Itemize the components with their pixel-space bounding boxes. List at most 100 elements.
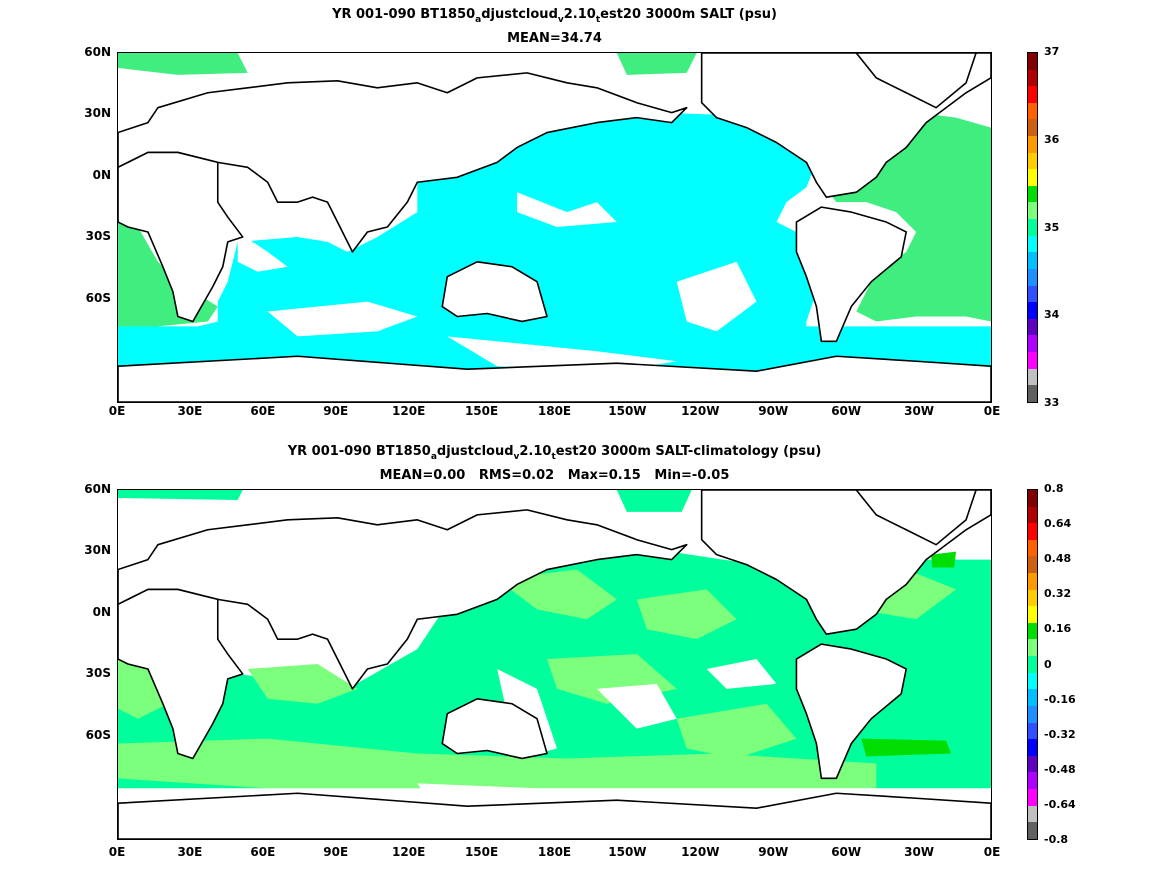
top-colorbar-segment xyxy=(1028,252,1037,269)
bottom-colorbar xyxy=(1027,489,1038,840)
top-subtitle: MEAN=34.74 xyxy=(507,31,602,46)
bottom-colorbar-label: 0.64 xyxy=(1044,517,1072,531)
bottom-title: YR 001-090 BT1850adjustcloudv2.10test20 … xyxy=(287,444,822,462)
top-colorbar-segment xyxy=(1028,53,1037,70)
top-colorbar-label: 34 xyxy=(1044,308,1060,322)
top-colorbar-segment xyxy=(1028,219,1037,236)
top-colorbar-label: 37 xyxy=(1044,45,1060,58)
bottom-south-america xyxy=(795,643,907,780)
top-colorbar-segment xyxy=(1028,335,1037,352)
bottom-lon-label: 150W xyxy=(608,845,647,859)
top-colorbar-segment xyxy=(1028,302,1037,319)
bottom-colorbar-segment xyxy=(1028,639,1037,657)
bottom-colorbar-segment xyxy=(1028,490,1037,507)
bottom-colorbar-segment xyxy=(1028,755,1037,773)
bottom-gap-2 xyxy=(596,683,677,729)
bottom-lat-30n: 30N xyxy=(84,543,111,557)
bottom-colorbar-label: 0.8 xyxy=(1044,482,1064,495)
top-colorbar-segment xyxy=(1028,136,1037,153)
bottom-lon-label: 120W xyxy=(681,845,720,859)
top-lon-label: 0E xyxy=(983,404,1001,418)
bottom-africa xyxy=(118,588,244,760)
bottom-lon-label: 150E xyxy=(464,845,499,859)
bottom-lon-label: 0E xyxy=(983,845,1001,859)
top-colorbar-segment xyxy=(1028,351,1037,369)
bottom-bright-patch-2 xyxy=(931,551,957,568)
top-lon-label: 180E xyxy=(537,404,572,418)
top-lon-label: 90W xyxy=(758,404,789,418)
top-colorbar-label: 33 xyxy=(1044,396,1060,409)
bottom-eurasia xyxy=(118,509,688,690)
bottom-lon-label: 60E xyxy=(250,845,276,859)
bottom-colorbar-segment xyxy=(1028,722,1037,740)
top-lon-label: 150W xyxy=(608,404,647,418)
bottom-subtitle: MEAN=0.00 RMS=0.02 Max=0.15 Min=-0.05 xyxy=(379,468,730,483)
top-antarctica xyxy=(118,355,991,402)
bottom-lon-label: 0E xyxy=(108,845,126,859)
bottom-arctic-patch-2 xyxy=(616,490,692,512)
top-lon-label: 30W xyxy=(904,404,935,418)
top-lon-label: 120W xyxy=(681,404,720,418)
bottom-map xyxy=(117,489,992,840)
bottom-lon-label: 90W xyxy=(758,845,789,859)
bottom-patch-8 xyxy=(676,703,797,759)
bottom-colorbar-label: -0.48 xyxy=(1044,762,1076,776)
bottom-lat-60n: 60N xyxy=(84,482,111,496)
bottom-lat-30s: 30S xyxy=(85,666,111,680)
bottom-australia xyxy=(441,698,548,760)
bottom-colorbar-segment xyxy=(1028,622,1037,640)
bottom-patch-1 xyxy=(118,738,877,794)
bottom-patch-4 xyxy=(636,589,737,640)
top-colorbar-segment xyxy=(1028,86,1037,103)
top-lon-label: 60E xyxy=(250,404,276,418)
bottom-colorbar-segment xyxy=(1028,506,1037,524)
bottom-colorbar-label: 0.48 xyxy=(1044,552,1072,566)
bottom-colorbar-segment xyxy=(1028,822,1037,839)
bottom-lat-60s: 60S xyxy=(85,728,111,742)
top-colorbar xyxy=(1027,52,1038,403)
top-lon-label: 30E xyxy=(177,404,203,418)
bottom-lon-label: 30W xyxy=(904,845,935,859)
bottom-colorbar-label: -0.8 xyxy=(1044,833,1069,846)
top-colorbar-segment xyxy=(1028,318,1037,336)
top-arctic-patch xyxy=(118,53,248,75)
bottom-colorbar-label: 0.16 xyxy=(1044,622,1072,636)
top-colorbar-segment xyxy=(1028,185,1037,203)
top-colorbar-segment xyxy=(1028,285,1037,303)
top-colorbar-segment xyxy=(1028,202,1037,220)
top-greenland xyxy=(855,53,977,109)
top-map xyxy=(117,52,992,403)
bottom-lon-label: 120E xyxy=(392,845,426,859)
bottom-colorbar-segment xyxy=(1028,573,1037,590)
bottom-colorbar-segment xyxy=(1028,689,1037,706)
bottom-colorbar-segment xyxy=(1028,672,1037,690)
bottom-colorbar-label: 0.32 xyxy=(1044,587,1072,601)
top-colorbar-segment xyxy=(1028,102,1037,120)
bottom-lon-label: 30E xyxy=(177,845,203,859)
bottom-lon-label: 90E xyxy=(323,845,349,859)
top-gap-3 xyxy=(517,192,617,228)
bottom-greenland xyxy=(855,490,977,546)
bottom-lon-label: 180E xyxy=(537,845,572,859)
top-lat-60n: 60N xyxy=(84,45,111,59)
top-colorbar-segment xyxy=(1028,169,1037,186)
top-colorbar-segment xyxy=(1028,119,1037,137)
bottom-colorbar-segment xyxy=(1028,805,1037,823)
bottom-patch-2 xyxy=(247,664,358,704)
top-colorbar-label: 35 xyxy=(1044,220,1060,234)
top-eurasia xyxy=(118,72,688,253)
top-arctic-patch-2 xyxy=(616,53,697,75)
bottom-colorbar-segment xyxy=(1028,606,1037,623)
top-africa xyxy=(118,151,244,323)
bottom-colorbar-segment xyxy=(1028,523,1037,540)
top-colorbar-segment xyxy=(1028,368,1037,386)
bottom-colorbar-label: -0.16 xyxy=(1044,692,1076,706)
bottom-colorbar-segment xyxy=(1028,788,1037,806)
bottom-colorbar-label: 0 xyxy=(1044,657,1052,671)
bottom-colorbar-label: -0.64 xyxy=(1044,797,1076,811)
top-colorbar-segment xyxy=(1028,385,1037,402)
top-gap-2 xyxy=(267,301,418,337)
top-lat-30n: 30N xyxy=(84,106,111,120)
top-gap-4 xyxy=(447,336,677,372)
top-lat-0n: 0N xyxy=(92,168,111,182)
